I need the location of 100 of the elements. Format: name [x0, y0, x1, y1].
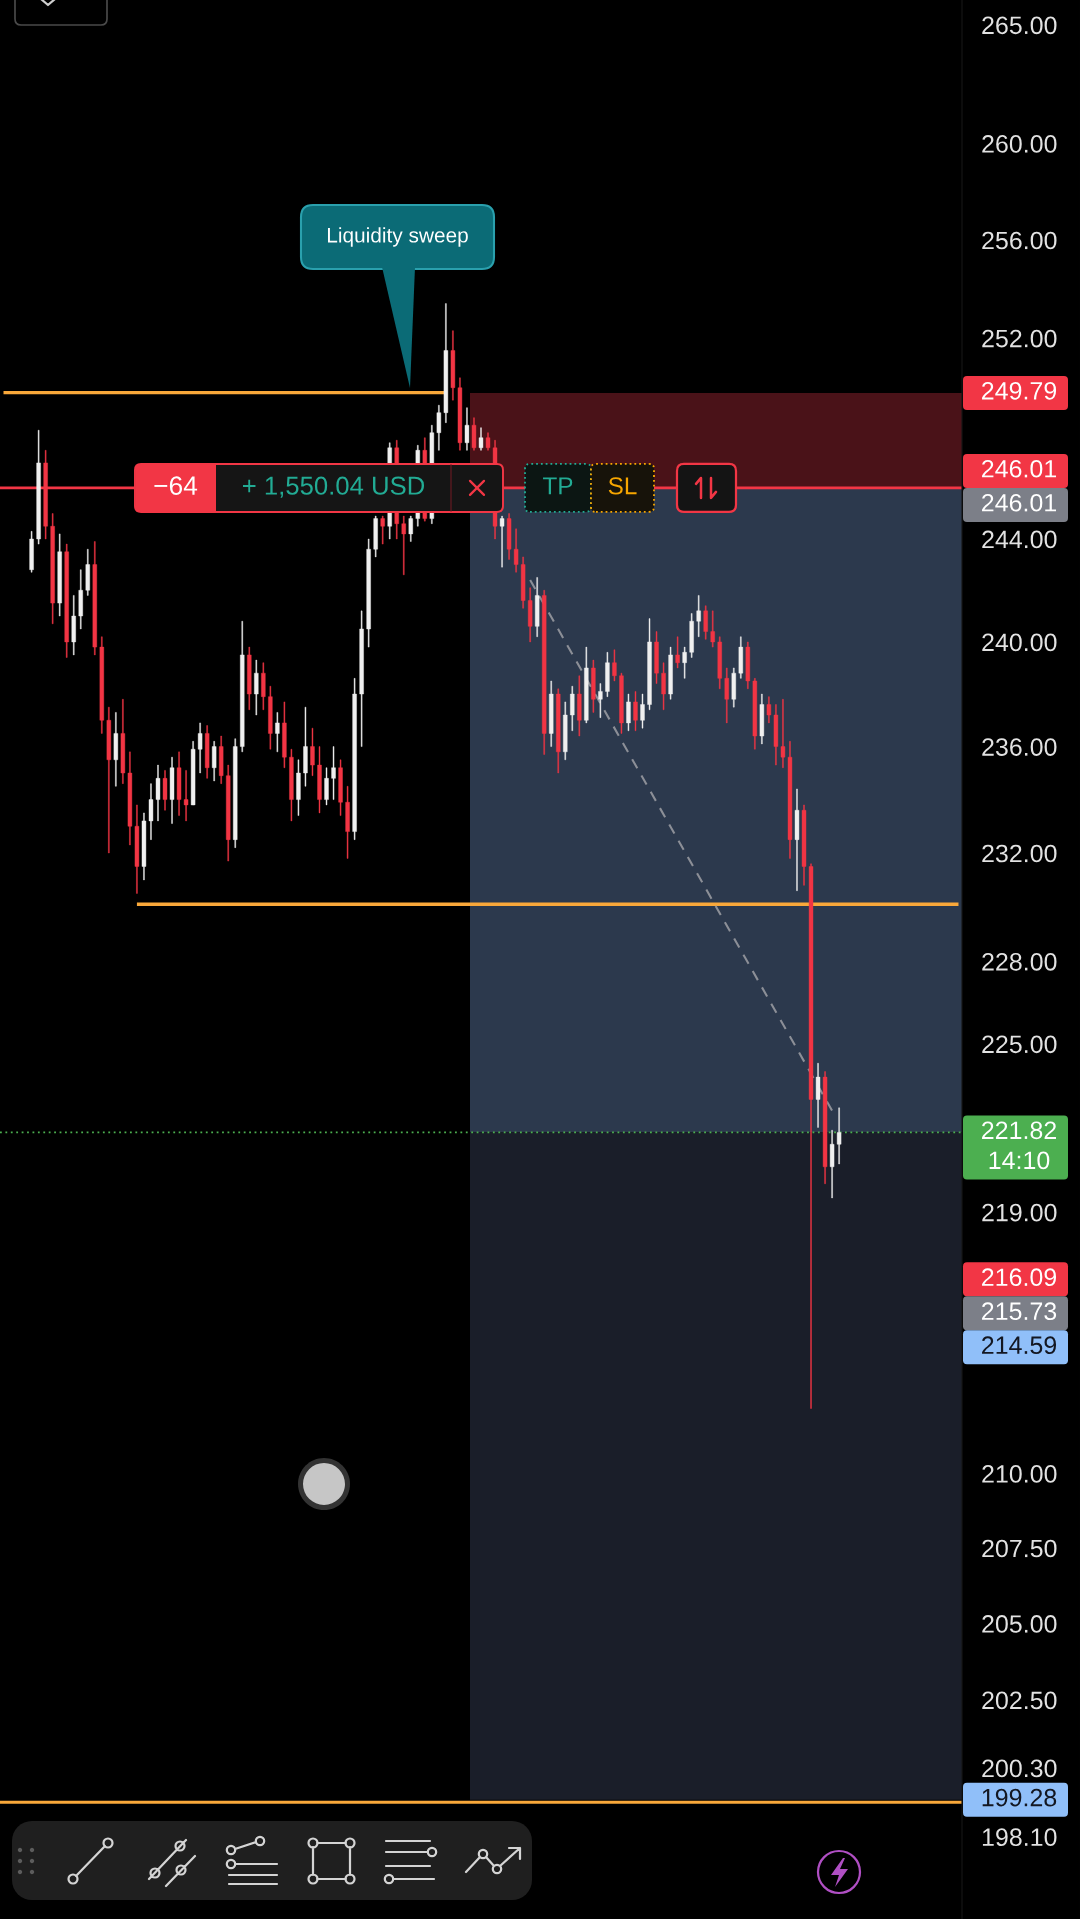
candlestick: [78, 569, 83, 630]
candlestick: [29, 531, 34, 573]
candlestick: [499, 515, 505, 568]
candlestick: [282, 701, 287, 768]
candlestick: [577, 675, 582, 737]
text: 249.79: [982, 381, 1057, 400]
candlestick: [380, 515, 385, 545]
candlestick: [99, 636, 104, 734]
candlestick: [703, 605, 708, 640]
y-tick-label: 202.50: [982, 1691, 1057, 1710]
candlestick: [717, 636, 722, 690]
annotation: −64: [154, 476, 198, 495]
candlestick: [190, 741, 196, 806]
y-tick-label: 240.00: [982, 633, 1057, 652]
y-tick-label: 228.00: [982, 952, 1057, 971]
text: 246.01: [982, 493, 1057, 512]
candlestick: [745, 641, 751, 690]
candlestick: [542, 590, 547, 755]
y-tick-label: 236.00: [982, 738, 1057, 756]
candlestick: [829, 1130, 835, 1199]
candlestick: [822, 1071, 828, 1184]
candlestick: [478, 427, 484, 451]
candlestick: [738, 636, 743, 679]
candlestick: [345, 786, 350, 859]
candlestick: [535, 577, 540, 637]
candlestick: [640, 693, 645, 729]
y-tick-label: 265.00: [982, 16, 1057, 35]
candlestick: [113, 712, 119, 787]
candlestick: [626, 693, 631, 731]
candlestick: [836, 1107, 842, 1165]
candlestick: [464, 407, 470, 451]
candlestick: [275, 712, 280, 753]
y-tick-label: 256.00: [982, 231, 1057, 250]
candlestick: [92, 541, 97, 656]
candlestick: [162, 770, 168, 811]
annotation: TP: [543, 477, 573, 495]
y-tick-label: 200.30: [982, 1759, 1057, 1778]
candlestick: [71, 595, 76, 656]
candlestick: [226, 764, 231, 862]
y-tick-label: 225.00: [982, 1035, 1057, 1054]
y-tick-label: 198.10: [982, 1828, 1057, 1847]
y-tick-label: 244.00: [982, 530, 1057, 549]
annotation: SL: [608, 477, 637, 495]
candlestick: [254, 659, 259, 716]
candlestick: [556, 688, 561, 774]
candlestick: [520, 556, 526, 609]
candlestick: [598, 683, 603, 718]
candlestick: [359, 610, 364, 747]
text: 216.09: [982, 1268, 1057, 1287]
candlestick: [752, 678, 758, 750]
candlestick: [317, 746, 322, 814]
candlestick: [471, 417, 477, 451]
candlestick: [324, 767, 329, 806]
candlestick: [724, 667, 729, 724]
ref-line-label: 246.01: [982, 459, 1057, 478]
candlestick: [563, 701, 568, 760]
candlestick: [57, 533, 62, 617]
candlestick: [338, 759, 343, 816]
candlestick: [310, 727, 315, 776]
candlestick: [605, 652, 610, 697]
candlestick: [331, 746, 336, 800]
annotation: + 1,550.04 USD: [242, 476, 425, 498]
candlestick: [794, 788, 800, 891]
candlestick: [612, 649, 617, 682]
y-tick-label: 210.00: [982, 1465, 1057, 1483]
ref-line-label: 221.82 14:10: [982, 1121, 1056, 1170]
candlestick: [527, 587, 533, 643]
candlestick: [647, 618, 652, 710]
candlestick: [64, 543, 69, 658]
candlestick: [219, 735, 224, 784]
candlestick: [240, 620, 245, 753]
candlestick: [436, 404, 442, 451]
candlestick: [682, 646, 687, 679]
candlestick: [204, 725, 210, 779]
candlestick: [815, 1063, 821, 1128]
candlestick: [211, 741, 217, 782]
candlestick: [584, 646, 589, 724]
candlestick: [731, 667, 736, 708]
candlestick: [261, 662, 266, 710]
candlestick: [303, 706, 308, 787]
candlestick: [401, 515, 406, 576]
text: 214.59: [982, 1336, 1057, 1355]
y-tick-label: 252.00: [982, 329, 1057, 348]
candlestick: [696, 595, 701, 637]
candlestick: [36, 429, 41, 545]
candlestick: [759, 693, 765, 745]
candlestick: [268, 685, 273, 750]
candlestick: [591, 659, 596, 713]
candlestick: [549, 680, 554, 747]
candlestick: [675, 636, 680, 669]
candlestick: [120, 699, 126, 784]
candlestick: [233, 738, 238, 848]
candlestick: [443, 303, 449, 423]
candlestick: [247, 646, 252, 710]
candlestick: [661, 662, 666, 710]
y-tick-label: 207.50: [982, 1539, 1057, 1558]
y-tick-label: 219.00: [982, 1203, 1057, 1222]
y-tick-label: 205.00: [982, 1615, 1057, 1633]
candlestick: [85, 549, 90, 596]
candlestick: [50, 513, 55, 624]
